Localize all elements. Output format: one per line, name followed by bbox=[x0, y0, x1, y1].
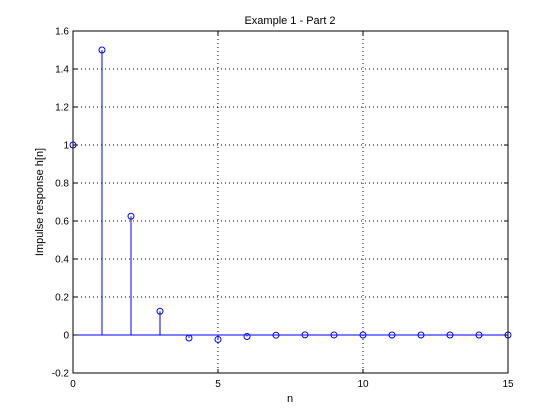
y-tick-label: 0.8 bbox=[55, 179, 69, 190]
y-tick-label: 0.2 bbox=[55, 293, 69, 304]
chart-title: Example 1 - Part 2 bbox=[244, 15, 335, 27]
stem-marker bbox=[330, 331, 338, 339]
y-tick-label: 0.4 bbox=[55, 255, 69, 266]
stem-marker bbox=[272, 331, 280, 339]
grid-lines bbox=[73, 31, 508, 373]
plot-area bbox=[73, 31, 508, 373]
stem-marker bbox=[156, 307, 164, 315]
y-axis-label: Impulse response h[n] bbox=[34, 148, 46, 256]
stem-marker bbox=[98, 46, 106, 54]
tick-marks bbox=[72, 30, 509, 374]
stem-marker bbox=[388, 331, 396, 339]
stem-marker bbox=[359, 331, 367, 339]
stem-marker bbox=[301, 331, 309, 339]
x-axis-label: n bbox=[287, 393, 293, 405]
stem-marker bbox=[127, 212, 135, 220]
x-tick-label: 5 bbox=[215, 379, 221, 390]
y-tick-labels: -0.2 0 0.2 0.4 0.6 0.8 1 1.2 1.4 1.6 bbox=[52, 27, 70, 380]
plot-frame bbox=[72, 30, 509, 374]
stem-marker bbox=[185, 334, 193, 342]
y-tick-label: 1.2 bbox=[55, 103, 69, 114]
y-tick-label: 0.6 bbox=[55, 217, 69, 228]
stem-marker bbox=[475, 331, 483, 339]
stem-marker bbox=[243, 332, 251, 340]
y-tick-label: 1.6 bbox=[55, 27, 69, 38]
x-tick-labels: 0 5 10 15 bbox=[70, 379, 514, 390]
y-tick-label: 0 bbox=[63, 331, 69, 342]
stem-marker bbox=[446, 331, 454, 339]
y-tick-label: -0.2 bbox=[52, 369, 70, 380]
stem-marker bbox=[214, 335, 222, 343]
x-tick-label: 15 bbox=[502, 379, 514, 390]
x-tick-label: 10 bbox=[357, 379, 369, 390]
stem-marker bbox=[417, 331, 425, 339]
y-tick-label: 1.4 bbox=[55, 65, 69, 76]
y-tick-label: 1 bbox=[63, 141, 69, 152]
x-tick-label: 0 bbox=[70, 379, 76, 390]
